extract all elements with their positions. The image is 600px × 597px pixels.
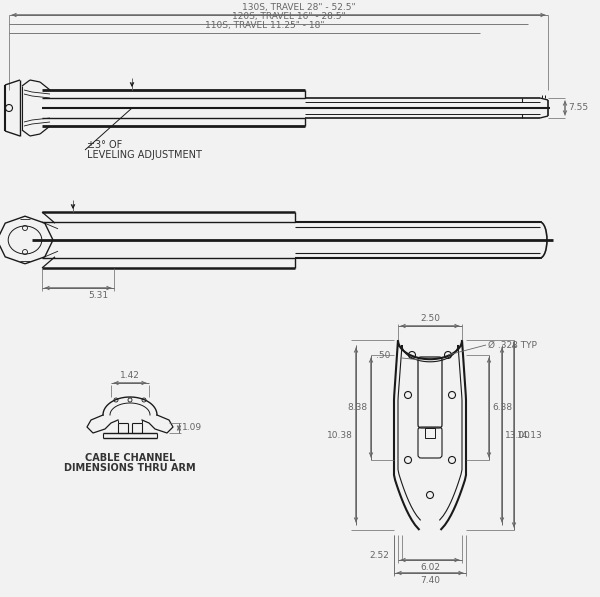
- Text: 7.40: 7.40: [420, 576, 440, 585]
- Text: 13.00: 13.00: [505, 430, 531, 439]
- Text: 2.50: 2.50: [420, 314, 440, 323]
- Text: CABLE CHANNEL: CABLE CHANNEL: [85, 453, 175, 463]
- Text: .50: .50: [376, 352, 390, 361]
- Text: 6.38: 6.38: [492, 403, 512, 412]
- Text: 5.31: 5.31: [88, 291, 108, 300]
- Text: 110S, TRAVEL 11.25" - 18": 110S, TRAVEL 11.25" - 18": [205, 21, 324, 30]
- Text: DIMENSIONS THRU ARM: DIMENSIONS THRU ARM: [64, 463, 196, 473]
- Text: 7.55: 7.55: [568, 103, 588, 112]
- Text: 6.02: 6.02: [420, 563, 440, 572]
- Text: 14.13: 14.13: [517, 430, 543, 439]
- Text: 8.38: 8.38: [348, 403, 368, 412]
- Text: Ø .328 TYP: Ø .328 TYP: [488, 340, 537, 349]
- Text: ±3° OF: ±3° OF: [87, 140, 122, 150]
- Text: 1.42: 1.42: [120, 371, 140, 380]
- Text: LEVELING ADJUSTMENT: LEVELING ADJUSTMENT: [87, 150, 202, 160]
- Text: 120S, TRAVEL 16" - 28.5": 120S, TRAVEL 16" - 28.5": [232, 12, 346, 21]
- Text: 2.52: 2.52: [369, 550, 389, 559]
- Text: 10.38: 10.38: [327, 430, 353, 439]
- Text: 1.09: 1.09: [182, 423, 202, 432]
- Text: 130S, TRAVEL 28" - 52.5": 130S, TRAVEL 28" - 52.5": [242, 3, 355, 12]
- Bar: [425, 428, 435, 438]
